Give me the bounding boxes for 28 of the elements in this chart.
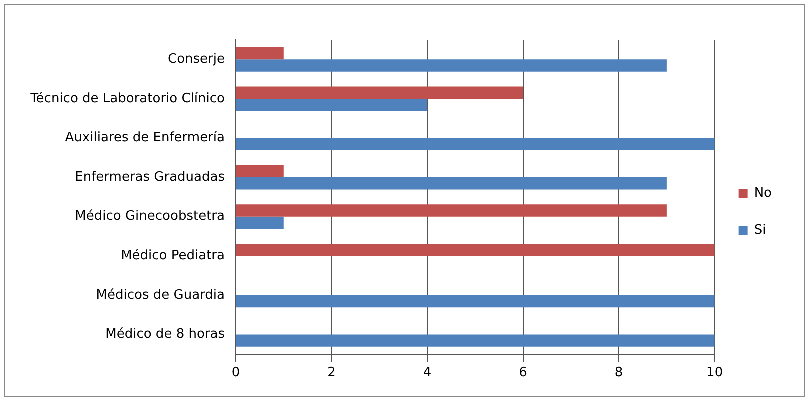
bar	[236, 60, 667, 72]
y-tick-label: Médico de 8 horas	[106, 327, 226, 342]
bar	[236, 216, 284, 230]
bar	[236, 138, 715, 150]
y-tick-label: Médico Ginecoobstetra	[75, 209, 225, 224]
x-tick-label: 0	[232, 366, 240, 381]
bar	[236, 178, 667, 190]
bar	[236, 98, 428, 112]
x-tick-label: 6	[519, 366, 528, 381]
bar	[236, 47, 284, 60]
bar	[236, 204, 667, 217]
bar	[236, 334, 715, 347]
y-tick-label: Enfermeras Graduadas	[75, 170, 226, 185]
y-tick-label: Médicos de Guardia	[96, 288, 225, 303]
y-tick-label: Auxiliares de Enfermería	[65, 130, 225, 146]
x-tick-label: 2	[328, 366, 336, 381]
x-tick-label: 4	[423, 366, 432, 381]
x-tick-label: 8	[614, 366, 624, 381]
y-tick-label: Técnico de Laboratorio Clínico	[30, 91, 226, 106]
bar	[236, 165, 284, 178]
y-tick-label: Conserje	[168, 52, 225, 68]
bar	[236, 244, 715, 256]
x-tick-label: 10	[706, 366, 724, 381]
legend-label: No	[754, 186, 772, 201]
bar	[236, 295, 715, 308]
bar	[236, 86, 524, 99]
y-tick-label: Médico Pediatra	[121, 248, 225, 264]
legend-label: Si	[754, 222, 766, 238]
